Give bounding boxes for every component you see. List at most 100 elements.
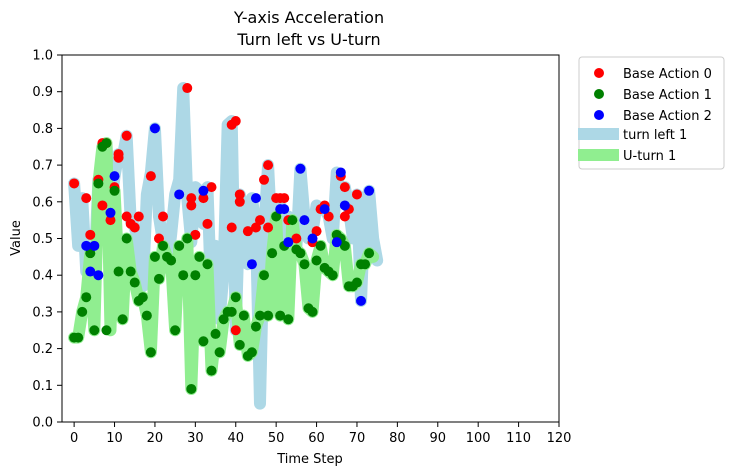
- point-base-action-1-2: [77, 306, 88, 317]
- y-tick-label-0.3: 0.3: [32, 305, 53, 320]
- point-base-action-1-49: [267, 248, 278, 259]
- point-base-action-1-17: [137, 292, 148, 303]
- point-base-action-1-18: [141, 310, 152, 321]
- y-tick-label-0.2: 0.2: [32, 342, 53, 357]
- point-base-action-0-35: [259, 174, 270, 185]
- point-base-action-0-40: [279, 193, 290, 204]
- point-base-action-0-18: [158, 211, 169, 222]
- legend-label-u-turn-1: U-turn 1: [623, 149, 676, 164]
- point-base-action-0-12: [121, 130, 132, 141]
- y-axis: 0.0 0.1 0.2 0.3 0.4 0.5 0.6 0.7 0.8 0.9 1.0: [32, 49, 62, 431]
- point-base-action-1-31: [194, 251, 205, 262]
- y-tick-label-0.1: 0.1: [32, 379, 53, 394]
- point-base-action-2-2: [89, 240, 100, 251]
- point-base-action-1-29: [186, 383, 197, 394]
- point-base-action-1-30: [190, 270, 201, 281]
- points-layer: [69, 83, 375, 394]
- point-base-action-1-46: [254, 310, 265, 321]
- point-base-action-1-61: [315, 240, 326, 251]
- legend-swatch-u-turn-1: [578, 149, 619, 161]
- legend-marker-base-action-1: [594, 89, 604, 99]
- point-base-action-0-10: [113, 149, 124, 160]
- point-base-action-1-19: [145, 347, 156, 358]
- legend-marker-base-action-0: [594, 68, 604, 78]
- point-base-action-1-50: [271, 211, 282, 222]
- x-axis-label: Time Step: [276, 452, 343, 467]
- point-base-action-1-33: [202, 259, 213, 270]
- point-base-action-1-64: [327, 270, 338, 281]
- point-base-action-2-0: [81, 240, 92, 251]
- point-base-action-1-59: [307, 306, 318, 317]
- point-base-action-1-54: [287, 215, 298, 226]
- point-base-action-0-26: [226, 222, 237, 233]
- x-tick-label-50: 50: [268, 431, 285, 446]
- point-base-action-0-34: [254, 215, 265, 226]
- point-base-action-2-17: [319, 204, 330, 215]
- point-base-action-2-12: [279, 204, 290, 215]
- point-base-action-2-22: [364, 185, 375, 196]
- point-base-action-0-47: [323, 211, 334, 222]
- point-base-action-1-15: [129, 277, 140, 288]
- chart-title-line1: Y-axis Acceleration: [233, 8, 384, 27]
- point-base-action-1-37: [218, 314, 229, 325]
- point-base-action-0-22: [190, 229, 201, 240]
- point-base-action-1-57: [299, 259, 310, 270]
- point-base-action-2-6: [149, 123, 160, 134]
- point-base-action-1-8: [101, 138, 112, 149]
- x-tick-label-20: 20: [147, 431, 164, 446]
- point-base-action-1-27: [178, 270, 189, 281]
- point-base-action-1-45: [250, 321, 261, 332]
- x-axis: 0 10 20 30 40 50 60 70 80 90 100 110 120: [70, 422, 571, 446]
- point-base-action-1-56: [295, 248, 306, 259]
- point-base-action-2-1: [85, 266, 96, 277]
- point-base-action-0-50: [339, 182, 350, 193]
- chart-title-line2: Turn left vs U-turn: [236, 30, 380, 49]
- point-base-action-2-9: [246, 259, 257, 270]
- point-base-action-1-26: [174, 240, 185, 251]
- point-base-action-2-18: [331, 237, 342, 248]
- point-base-action-2-5: [109, 171, 120, 182]
- point-base-action-1-39: [226, 306, 237, 317]
- point-base-action-1-35: [210, 328, 221, 339]
- point-base-action-1-22: [158, 240, 169, 251]
- y-tick-label-0.5: 0.5: [32, 232, 53, 247]
- point-base-action-0-32: [242, 226, 253, 237]
- point-base-action-0-37: [263, 222, 274, 233]
- point-base-action-0-0: [69, 178, 80, 189]
- point-base-action-0-36: [263, 160, 274, 171]
- y-tick-label-0.7: 0.7: [32, 159, 53, 174]
- point-base-action-0-42: [291, 233, 302, 244]
- point-base-action-2-20: [339, 200, 350, 211]
- point-base-action-1-20: [149, 251, 160, 262]
- point-base-action-1-53: [283, 314, 294, 325]
- x-tick-label-90: 90: [430, 431, 447, 446]
- point-base-action-1-6: [93, 178, 104, 189]
- legend: Base Action 0 Base Action 1 Base Action …: [578, 56, 725, 170]
- point-base-action-1-70: [351, 277, 362, 288]
- point-base-action-2-21: [356, 295, 367, 306]
- point-base-action-0-14: [129, 222, 140, 233]
- point-base-action-2-3: [93, 270, 104, 281]
- x-tick-label-70: 70: [349, 431, 366, 446]
- point-base-action-2-10: [250, 193, 261, 204]
- point-base-action-0-33: [250, 222, 261, 233]
- point-base-action-1-67: [339, 240, 350, 251]
- point-base-action-0-7: [105, 215, 116, 226]
- point-base-action-0-2: [85, 229, 96, 240]
- y-tick-label-0.8: 0.8: [32, 122, 53, 137]
- point-base-action-1-51: [275, 310, 286, 321]
- x-tick-label-110: 110: [506, 431, 531, 446]
- point-base-action-1-44: [246, 347, 257, 358]
- point-base-action-0-20: [186, 200, 197, 211]
- bands-layer: [68, 82, 384, 410]
- point-base-action-2-4: [105, 207, 116, 218]
- point-base-action-1-4: [85, 248, 96, 259]
- point-base-action-0-24: [202, 218, 213, 229]
- x-tick-label-40: 40: [227, 431, 244, 446]
- y-tick-label-1.0: 1.0: [32, 49, 53, 64]
- legend-label-base-action-2: Base Action 2: [623, 109, 712, 124]
- point-base-action-1-11: [113, 266, 124, 277]
- point-base-action-0-15: [133, 211, 144, 222]
- point-base-action-2-15: [299, 215, 310, 226]
- point-base-action-1-5: [89, 325, 100, 336]
